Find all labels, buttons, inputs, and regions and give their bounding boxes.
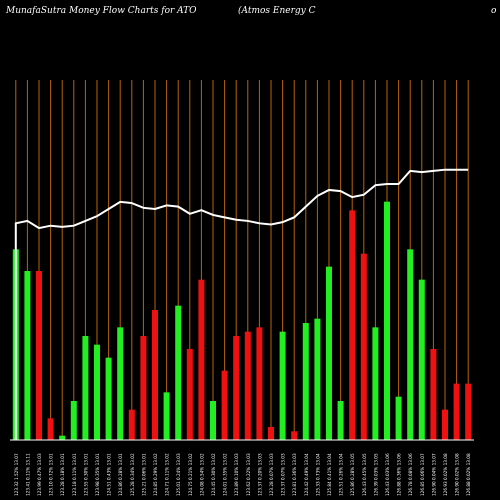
price-line [14, 168, 469, 440]
x-tick-label: 124.01 0.35% 13.02 [223, 453, 228, 496]
money-flow-bar [465, 383, 472, 440]
money-flow-bar [105, 357, 112, 440]
x-tick-label: 125.33 0.73% 13.04 [315, 453, 320, 496]
chart-header: MunafaSutra Money Flow Charts for ATO (A… [0, 0, 500, 24]
chart-title: MunafaSutra Money Flow Charts for ATO [6, 6, 197, 16]
x-tick-label: 126.90 0.04% 13.07 [431, 453, 436, 496]
x-tick-label: 126.90 0.02% 13.08 [455, 453, 460, 496]
money-flow-bar [395, 396, 402, 440]
x-tick-label: 125.28 0.34% 13.02 [130, 453, 135, 496]
x-tick-label: 124.71 0.11% 13.02 [165, 453, 170, 496]
money-flow-bar [372, 327, 379, 440]
x-tick-label: 125.21 0.06% 13.01 [141, 453, 146, 496]
money-flow-bar [210, 401, 216, 440]
money-flow-bar [268, 427, 274, 440]
money-flow-bar [163, 392, 170, 440]
x-tick-label: 123.37 0.20% 13.03 [257, 453, 262, 496]
x-tick-labels: 123.32 1.52% 13.07 123.41 0.11% 13.11 123.… [14, 453, 471, 496]
x-tick-label: 123.99 0.47% 13.03 [37, 453, 42, 496]
x-tick-label: 124.42 0.49% 13.04 [304, 453, 309, 496]
money-flow-bar [198, 279, 205, 440]
x-tick-label: 126.39 0.03% 13.05 [373, 453, 378, 496]
money-flow-bar [47, 418, 54, 440]
money-flow-bar [442, 409, 448, 440]
money-flow-bar [175, 305, 182, 440]
company-name-fragment: o [491, 6, 497, 16]
money-flow-bar [407, 249, 414, 440]
x-tick-label: 124.45 0.30% 13.02 [211, 453, 216, 496]
x-tick-label: 123.62 0.22% 13.03 [246, 453, 251, 496]
money-flow-bar [82, 336, 89, 440]
x-tick-label: 123.41 0.11% 13.11 [25, 453, 30, 496]
money-flow-bar [24, 271, 31, 440]
company-name: (Atmos Energy C [238, 6, 316, 16]
x-tick-label: 125.86 0.28% 13.05 [350, 453, 355, 496]
money-flow-bar [453, 383, 460, 440]
x-tick-label: 123.32 1.52% 13.07 [14, 453, 19, 496]
x-tick-label: 123.89 0.10% 13.03 [234, 453, 239, 496]
x-tick-label: 124.08 0.54% 13.02 [199, 453, 204, 496]
x-tick-label: 123.37 0.07% 13.03 [281, 453, 286, 496]
x-tick-label: 125.84 0.41% 13.04 [327, 453, 332, 496]
x-tick-label: 123.28 0.07% 13.03 [269, 453, 274, 496]
x-tick-label: 126.85 0.06% 13.07 [420, 453, 425, 496]
money-flow-bar [302, 323, 309, 440]
money-flow-bar [70, 401, 77, 440]
x-tick-label: 124.85 0.29% 13.02 [153, 453, 158, 496]
x-tick-label: 126.78 0.08% 13.06 [408, 453, 413, 496]
money-flow-bar [140, 336, 147, 440]
x-tick-label: 124.86 0.28% 13.01 [118, 453, 123, 496]
x-tick-label: 123.98 0.35% 13.01 [95, 453, 100, 496]
money-flow-bar [337, 401, 344, 440]
money-flow-bar [59, 435, 66, 440]
money-flow-bar [349, 210, 356, 440]
x-tick-label: 123.81 0.36% 13.03 [292, 453, 297, 496]
x-tick-label: 126.93 0.02% 13.08 [443, 453, 448, 496]
x-tick-label: 123.10 0.72% 13.01 [49, 453, 54, 496]
money-flow-bar [360, 253, 367, 440]
money-flow-bar [430, 349, 437, 440]
money-flow-bar [326, 266, 332, 440]
money-flow-bar [233, 336, 240, 440]
x-tick-label: 126.88 0.02% 13.08 [466, 453, 471, 496]
money-flow-bar [152, 310, 158, 440]
x-tick-label: 126.43 0.45% 13.05 [362, 453, 367, 496]
money-flow-bar [291, 431, 298, 440]
money-flow-bar [186, 349, 193, 440]
x-tick-label: 124.75 0.21% 13.02 [188, 453, 193, 496]
money-flow-bar [279, 331, 286, 440]
money-flow-bar [244, 331, 251, 440]
x-tick-label: 125.51 0.26% 13.04 [339, 453, 344, 496]
money-flow-bar [221, 370, 228, 440]
money-flow-bar [256, 327, 263, 440]
bar-series [12, 201, 472, 440]
x-tick-label: 123.18 0.11% 13.01 [72, 453, 77, 496]
x-tick-label: 123.55 0.30% 13.01 [83, 453, 88, 496]
money-flow-bar [94, 344, 100, 440]
x-tick-label: 124.51 0.43% 13.01 [107, 453, 112, 496]
x-tick-label: 125.01 0.24% 13.03 [176, 453, 181, 496]
money-flow-bar [418, 279, 425, 440]
x-tick-label: 126.43 0.03% 13.06 [385, 453, 390, 496]
x-tick-label: 126.88 0.36% 13.06 [397, 453, 402, 496]
x-tick-label: 123.28 0.18% 13.01 [60, 453, 65, 496]
money-flow-bar [384, 201, 390, 440]
money-flow-bar [314, 318, 321, 440]
money-flow-bar [117, 327, 124, 440]
money-flow-bar [128, 409, 135, 440]
money-flow-bar [36, 271, 42, 440]
